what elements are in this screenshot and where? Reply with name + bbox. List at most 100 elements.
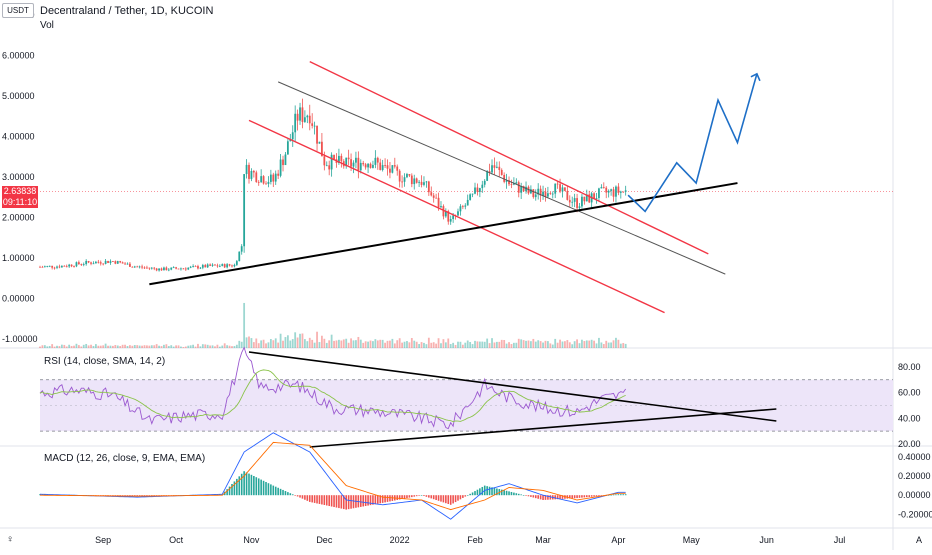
volume-bar <box>534 341 537 348</box>
price-tick-label: 6.00000 <box>2 51 35 61</box>
macd-title: MACD (12, 26, close, 9, EMA, EMA) <box>44 453 206 464</box>
candle-body <box>578 206 581 208</box>
volume-bar <box>547 341 549 348</box>
rsi-title: RSI (14, close, SMA, 14, 2) <box>44 356 166 367</box>
macd-hist-bar <box>323 495 326 505</box>
candle-body <box>384 165 386 166</box>
volume-bar <box>284 337 287 348</box>
macd-hist-bar <box>598 495 600 497</box>
volume-bar <box>617 339 620 348</box>
volume-bar <box>146 345 148 348</box>
candle-body <box>619 191 622 193</box>
candle-body <box>488 171 491 173</box>
volume-bar <box>342 339 345 348</box>
candle-body <box>121 262 124 264</box>
volume-bar <box>381 339 384 348</box>
macd-hist-bar <box>325 495 328 506</box>
macd-hist-bar <box>452 495 454 504</box>
quote-badge[interactable]: USDT <box>2 3 34 18</box>
rsi-line <box>39 346 627 430</box>
macd-hist-bar <box>384 495 386 503</box>
candle-body <box>60 265 63 268</box>
volume-bar <box>532 338 535 348</box>
candle-body <box>63 265 66 267</box>
volume-bar <box>510 344 513 348</box>
volume-bar <box>508 342 510 348</box>
candle-body <box>97 261 100 263</box>
candle-body <box>150 267 153 269</box>
volume-bar <box>413 340 416 348</box>
candle-body <box>461 206 464 208</box>
candle-body <box>301 107 304 122</box>
volume-bar <box>515 342 518 348</box>
macd-hist-bar <box>447 495 450 504</box>
candle-body <box>75 262 78 267</box>
macd-hist-bar <box>561 495 564 499</box>
candle-body <box>180 268 182 270</box>
time-axis-label: Jul <box>834 535 846 545</box>
candle-body <box>605 187 608 193</box>
candle-body <box>209 264 212 266</box>
candle-body <box>221 264 224 266</box>
candle-body <box>588 194 591 203</box>
macd-hist-bar <box>289 493 292 496</box>
candle-body <box>65 266 68 268</box>
candle-body <box>138 266 141 268</box>
candle-body <box>323 156 326 166</box>
candle-body <box>493 165 496 168</box>
macd-hist-bar <box>411 495 413 498</box>
volume-bar <box>97 345 100 348</box>
volume-bar <box>138 345 141 348</box>
candle-body <box>201 265 204 268</box>
macd-hist-bar <box>150 495 153 496</box>
macd-hist-bar <box>284 491 287 496</box>
candle-body <box>622 191 625 193</box>
macd-hist-bar <box>503 490 505 496</box>
macd-hist-bar <box>615 494 617 496</box>
candle-body <box>615 186 617 197</box>
candle-body <box>345 157 348 167</box>
macd-hist-bar <box>359 495 362 507</box>
candle-body <box>379 162 382 170</box>
volume-bar <box>471 344 474 348</box>
volume-bar <box>561 341 564 348</box>
candle-body <box>573 198 576 202</box>
macd-hist-bar <box>287 492 289 496</box>
macd-hist-bar <box>267 483 270 496</box>
macd-hist-bar <box>364 495 367 507</box>
macd-hist-bar <box>435 495 437 500</box>
volume-bar <box>568 342 571 348</box>
volume-bar <box>595 343 598 348</box>
volume-bar <box>330 334 333 348</box>
candle-body <box>260 176 263 183</box>
volume-bar <box>498 341 501 348</box>
macd-hist-bar <box>413 495 416 497</box>
macd-hist-bar <box>129 495 131 497</box>
macd-hist-bar <box>243 471 245 496</box>
macd-hist-bar <box>335 495 338 508</box>
volume-bar <box>211 345 214 348</box>
candle-body <box>539 188 542 196</box>
volume-bar <box>415 341 418 348</box>
candle-body <box>129 263 131 267</box>
candle-body <box>211 264 214 266</box>
volume-bar <box>578 343 581 348</box>
macd-hist-bar <box>153 495 156 496</box>
volume-bar <box>82 344 85 348</box>
candle-body <box>245 164 248 175</box>
candle-body <box>396 166 399 171</box>
macd-hist-bar <box>537 495 539 499</box>
volume-bar <box>607 342 610 348</box>
volume-bar <box>556 342 559 348</box>
volume-bar <box>624 343 627 348</box>
volume-bar <box>454 344 457 348</box>
candle-body <box>274 173 277 182</box>
macd-tick-label: 0.20000 <box>898 471 931 481</box>
volume-bar <box>80 346 83 348</box>
volume-bar <box>201 344 204 348</box>
candle-body <box>70 264 73 267</box>
volume-bar <box>243 302 246 348</box>
auto-scale-button[interactable]: A <box>915 535 922 545</box>
